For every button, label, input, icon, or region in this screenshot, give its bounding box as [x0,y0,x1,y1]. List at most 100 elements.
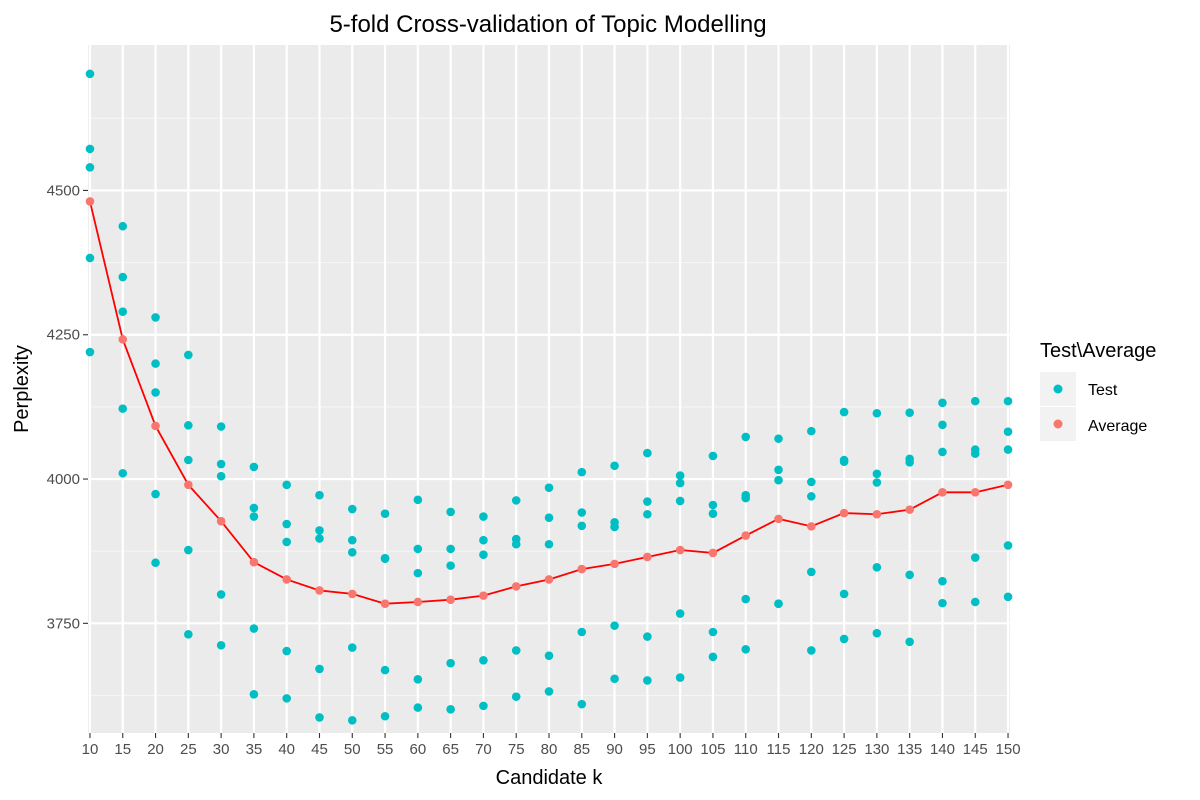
x-tick-label: 115 [767,741,791,758]
x-tick-label: 40 [278,741,295,758]
average-point [610,559,619,569]
test-point [216,422,226,431]
average-point [708,548,718,558]
test-point [1003,592,1013,602]
test-point [839,589,849,599]
test-point [184,545,193,555]
test-point [774,434,783,443]
test-point [347,643,357,652]
y-axis-ticks: 3750 4000 4250 4500 [47,182,88,632]
test-point [85,69,95,79]
average-point [643,552,652,562]
average-point [544,575,554,584]
test-point [708,500,718,510]
average-point [807,522,816,531]
test-point [151,388,160,397]
test-point [85,253,95,263]
test-point [938,576,947,586]
test-point [905,637,914,647]
average-point [216,516,226,526]
test-point [118,404,128,413]
test-point [413,703,423,712]
test-point [315,664,324,674]
legend-label-test: Test [1088,382,1118,399]
test-point [347,716,357,725]
test-point [315,534,324,543]
test-point [544,687,554,696]
test-point [151,489,160,499]
average-point [938,488,947,497]
test-point [85,163,95,172]
test-point [151,313,160,322]
test-point [511,646,521,655]
x-tick-label: 45 [311,741,328,758]
y-tick-label: 3750 [47,615,80,632]
test-point [675,609,685,618]
test-point [216,590,226,599]
y-tick-label: 4250 [47,327,80,344]
test-point [479,512,488,521]
test-point [872,478,882,487]
x-tick-label: 20 [147,741,164,758]
test-point [216,459,226,469]
x-tick-label: 110 [734,741,758,758]
test-point [347,548,357,557]
test-point [807,477,816,487]
average-point [675,545,685,555]
test-point [216,640,226,650]
test-point [577,521,587,531]
legend-label-average: Average [1088,418,1147,435]
x-tick-label: 25 [180,741,197,758]
x-tick-label: 70 [475,741,492,758]
y-axis-title: Perplexity [11,345,33,433]
x-tick-label: 30 [213,741,230,758]
test-point [479,655,488,665]
test-point [970,597,980,607]
test-point [872,563,882,572]
average-point [282,575,291,584]
average-point [905,505,914,514]
x-tick-label: 85 [573,741,590,758]
test-point [85,144,95,154]
test-point [577,627,587,637]
average-point [184,480,193,490]
test-point [184,421,193,430]
test-point [216,471,226,481]
test-point [347,535,357,545]
average-point [577,564,587,574]
x-tick-label: 130 [864,741,889,758]
test-point [1003,445,1013,454]
test-point [807,492,816,501]
x-axis-title: Candidate k [496,767,604,789]
x-tick-label: 55 [377,741,394,758]
x-tick-label: 105 [700,741,725,758]
test-point [380,711,390,721]
test-point [708,652,718,662]
test-point [610,674,619,684]
x-tick-label: 65 [442,741,459,758]
test-point [380,554,390,563]
test-point [577,508,587,517]
average-point [872,509,882,519]
average-point [1003,480,1013,490]
test-point [970,396,980,406]
test-point [282,537,291,547]
test-point [282,519,291,529]
average-point [315,586,324,595]
test-point [446,561,455,570]
test-point [282,646,291,656]
average-point [380,599,390,609]
test-point [1003,396,1013,406]
test-point [511,496,521,505]
test-point [151,359,160,368]
x-tick-label: 75 [508,741,525,758]
test-point [872,469,882,479]
test-point [675,471,685,480]
test-point [118,307,128,316]
legend-title: Test\Average [1040,340,1156,362]
test-point [249,503,259,513]
test-point [118,272,128,282]
test-point [380,665,390,675]
test-point [446,544,455,554]
